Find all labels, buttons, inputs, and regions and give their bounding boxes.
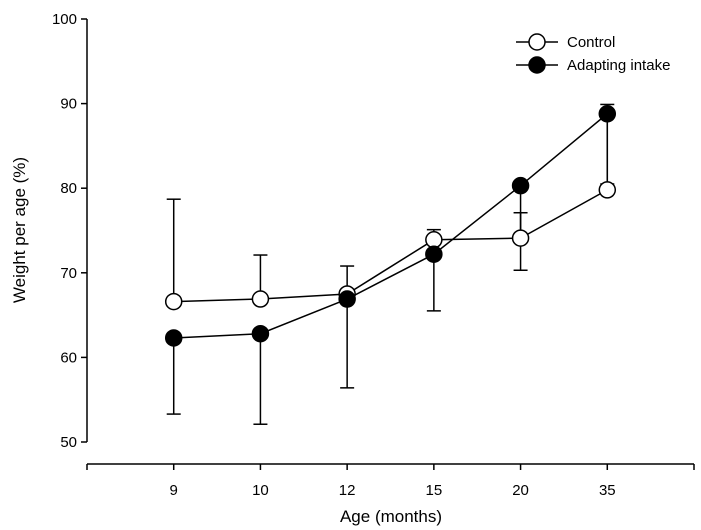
legend-marker [528, 33, 546, 51]
x-tick-label: 9 [170, 482, 178, 499]
x-axis-title: Age (months) [340, 507, 442, 526]
y-tick-label: 90 [60, 96, 77, 113]
legend-label: Control [567, 34, 615, 51]
open-point [164, 292, 183, 311]
y-tick-label: 60 [60, 349, 77, 366]
open-point [251, 290, 270, 308]
open-point [598, 181, 617, 199]
y-tick-label: 80 [60, 180, 77, 197]
filled-point [598, 105, 617, 123]
y-tick-label: 100 [52, 11, 77, 28]
filled-point [251, 324, 270, 343]
y-tick-label: 70 [60, 265, 77, 282]
y-axis-title: Weight per age (%) [10, 157, 29, 303]
x-tick-label: 12 [339, 482, 356, 499]
legend-marker [528, 56, 546, 74]
open-point [425, 231, 443, 249]
x-tick-label: 35 [599, 482, 616, 499]
filled-point [511, 176, 530, 195]
x-tick-label: 20 [512, 482, 529, 499]
legend-label: Adapting intake [567, 57, 670, 74]
series-line-0 [173, 189, 608, 303]
filled-point [338, 290, 356, 308]
y-axis: 50 60 70 80 90 100 [52, 11, 88, 451]
legend: Control Adapting intake [516, 33, 670, 74]
filled-point [164, 329, 183, 347]
series-line-1 [173, 113, 608, 339]
x-tick-label: 10 [252, 482, 269, 499]
x-axis: 9 10 12 15 20 35 [86, 463, 695, 499]
plot-area [164, 103, 617, 425]
open-point [511, 229, 530, 247]
y-tick-label: 50 [60, 434, 77, 451]
filled-point [425, 245, 443, 263]
x-tick-label: 15 [426, 482, 443, 499]
